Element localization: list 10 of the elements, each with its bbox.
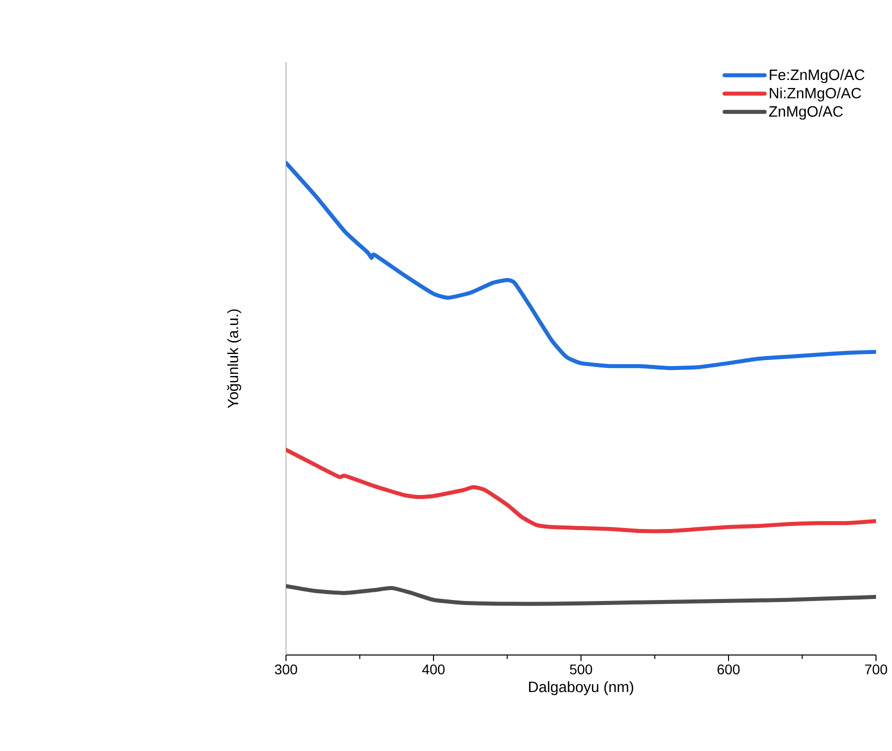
y-axis-title: Yoğunluk (a.u.) (227, 309, 242, 408)
legend-label: Fe:ZnMgO/AC (770, 69, 864, 84)
x-axis-title: Dalgaboyu (nm) (529, 681, 634, 696)
legend-label: ZnMgO/AC (769, 106, 843, 120)
legend-label: Ni:ZnMgO/AC (770, 87, 862, 102)
x-tick-label: 700 (865, 664, 888, 674)
x-tick-label: 400 (422, 664, 445, 674)
x-tick-label: 500 (570, 664, 592, 674)
x-tick-label: 300 (274, 664, 298, 674)
x-tick-label: 600 (718, 664, 740, 674)
